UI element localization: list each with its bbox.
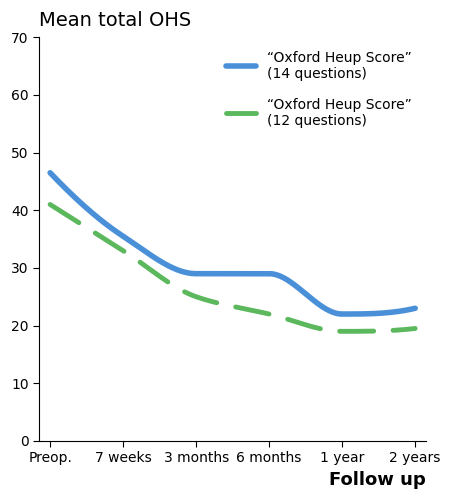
“Oxford Heup Score”
(14 questions) <box>245 270 251 276</box>
“Oxford Heup Score”
(14 questions) <box>347 311 353 317</box>
Legend: “Oxford Heup Score”
(14 questions), “Oxford Heup Score”
(12 questions): “Oxford Heup Score” (14 questions), “Oxf… <box>219 44 419 135</box>
“Oxford Heup Score”
(12 questions) <box>413 326 418 332</box>
“Oxford Heup Score”
(12 questions) <box>48 202 53 207</box>
X-axis label: Follow up: Follow up <box>329 471 426 489</box>
Line: “Oxford Heup Score”
(12 questions): “Oxford Heup Score” (12 questions) <box>50 204 415 332</box>
“Oxford Heup Score”
(14 questions) <box>221 270 226 276</box>
“Oxford Heup Score”
(12 questions) <box>221 302 226 308</box>
“Oxford Heup Score”
(12 questions) <box>245 306 251 312</box>
“Oxford Heup Score”
(14 questions) <box>223 270 228 276</box>
“Oxford Heup Score”
(12 questions) <box>405 326 410 332</box>
“Oxford Heup Score”
(12 questions) <box>223 302 228 308</box>
“Oxford Heup Score”
(12 questions) <box>340 328 346 334</box>
“Oxford Heup Score”
(14 questions) <box>340 311 346 317</box>
“Oxford Heup Score”
(12 questions) <box>347 328 353 334</box>
“Oxford Heup Score”
(14 questions) <box>48 170 53 175</box>
“Oxford Heup Score”
(14 questions) <box>413 306 418 312</box>
Text: Mean total OHS: Mean total OHS <box>39 11 192 30</box>
“Oxford Heup Score”
(14 questions) <box>265 270 270 276</box>
“Oxford Heup Score”
(12 questions) <box>265 310 270 316</box>
Line: “Oxford Heup Score”
(14 questions): “Oxford Heup Score” (14 questions) <box>50 172 415 314</box>
“Oxford Heup Score”
(14 questions) <box>405 307 410 313</box>
